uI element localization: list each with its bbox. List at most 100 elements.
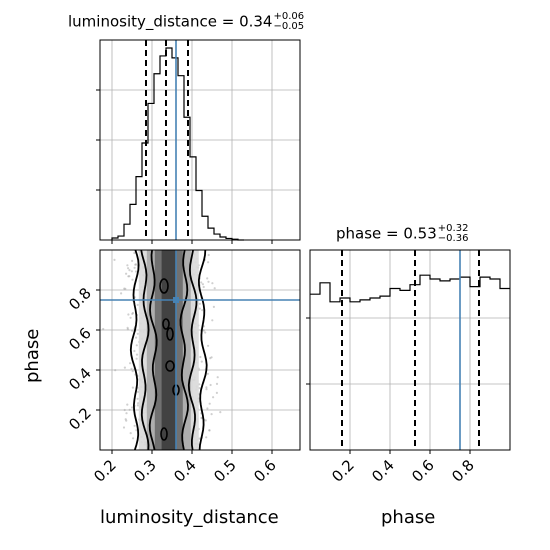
sample-point: [213, 287, 216, 290]
sample-point: [123, 408, 126, 412]
title-value-phase: 0.53: [403, 224, 437, 243]
sample-point: [125, 412, 128, 415]
sample-point: [125, 272, 128, 275]
sample-point: [202, 285, 205, 289]
y-tick-label: 0.4: [65, 364, 95, 394]
x-tick-label: 0.3: [130, 456, 160, 486]
panel-frame: [99, 249, 301, 451]
sample-point: [132, 437, 135, 440]
title-value-ld: 0.34: [239, 12, 273, 31]
sample-point: [133, 251, 136, 255]
sample-point: [211, 282, 214, 285]
sample-point: [123, 287, 126, 290]
sample-point: [210, 413, 213, 416]
title-param-phase: phase: [336, 224, 382, 243]
sample-point: [215, 391, 218, 394]
sample-point: [204, 331, 207, 334]
sample-point: [137, 402, 140, 405]
x-tick-label: 0.2: [90, 456, 120, 486]
sample-point: [134, 270, 138, 273]
sample-point: [134, 263, 137, 266]
sample-point: [122, 426, 126, 429]
sample-point: [204, 419, 207, 422]
histogram-step-line: [111, 47, 244, 241]
phase-histogram-panel: 0.2 0.4 0.6 0.8: [306, 249, 511, 486]
x-tick-label: 0.8: [448, 456, 478, 486]
sample-point: [126, 264, 129, 267]
sample-point: [207, 344, 210, 347]
contour-line: [179, 249, 189, 451]
sample-point: [205, 386, 208, 389]
sample-point: [131, 406, 134, 409]
x-tick-label: 0.6: [250, 456, 280, 486]
sample-point: [200, 360, 203, 363]
contour-island: [159, 278, 169, 294]
luminosity-distance-title: luminosity_distance = 0.34 +0.06 −0.05: [68, 11, 305, 32]
contour-line: [197, 249, 208, 451]
title-param-ld: luminosity_distance: [68, 12, 217, 31]
sample-point: [207, 280, 210, 283]
sample-point: [129, 362, 132, 365]
x-axis-label-luminosity-distance: luminosity_distance: [100, 507, 279, 528]
sample-point: [135, 357, 138, 360]
title-lower-ld: −0.05: [273, 21, 305, 32]
sample-point: [125, 419, 128, 422]
sample-point: [102, 327, 105, 331]
sample-point: [129, 316, 132, 319]
joint-posterior-contour-panel: 0.2 0.3 0.4 0.5 0.6 0.2 0.4 0.6 0.8: [65, 249, 301, 486]
sample-point: [113, 258, 116, 261]
luminosity-distance-histogram-panel: [96, 39, 301, 244]
sample-point: [208, 429, 211, 432]
truth-marker: [173, 297, 179, 303]
contour-line: [187, 249, 198, 451]
contour-island: [162, 318, 170, 330]
sample-point: [210, 356, 213, 359]
sample-point: [128, 408, 131, 411]
density-band: [161, 250, 176, 450]
sample-point: [201, 309, 204, 312]
sample-point: [114, 369, 117, 372]
sample-point: [135, 336, 138, 339]
sample-point: [135, 353, 139, 356]
sample-point: [216, 376, 219, 379]
sample-point: [135, 429, 138, 432]
sample-point: [133, 424, 136, 427]
x-tick-label: 0.5: [210, 456, 240, 486]
sample-point: [131, 386, 134, 389]
sample-point: [136, 404, 139, 407]
sample-point: [131, 278, 134, 281]
sample-point: [131, 312, 134, 315]
sample-point: [130, 270, 133, 273]
title-upper-ld: +0.06: [273, 11, 305, 22]
title-upper-phase: +0.32: [437, 223, 469, 234]
sample-point: [120, 292, 123, 295]
sample-point: [198, 387, 201, 390]
sample-point: [137, 390, 140, 393]
histogram-step-line: [310, 274, 510, 303]
sample-point: [128, 275, 131, 278]
sample-point: [136, 303, 139, 306]
sample-point: [198, 302, 201, 305]
title-lower-phase: −0.36: [437, 233, 469, 244]
sample-point: [200, 416, 203, 419]
x-axis-label-phase: phase: [381, 507, 436, 528]
x-tick-label: 0.2: [328, 456, 358, 486]
sample-point: [126, 328, 129, 331]
phase-title: phase = 0.53 +0.32 −0.36: [336, 223, 469, 244]
sample-point: [198, 307, 201, 310]
sample-point: [133, 349, 136, 353]
panel-frame: [99, 39, 301, 241]
sample-point: [127, 313, 130, 316]
sample-point: [207, 253, 210, 257]
sample-point: [123, 366, 126, 369]
sample-point: [135, 344, 138, 347]
sample-point: [136, 332, 139, 335]
sample-point: [131, 370, 134, 373]
contour-line: [129, 249, 140, 451]
y-tick-label: 0.2: [65, 404, 95, 434]
panel-frame: [309, 249, 511, 451]
sample-point: [129, 432, 132, 435]
y-axis-label-phase: phase: [22, 328, 43, 383]
x-tick-label: 0.4: [368, 456, 398, 486]
